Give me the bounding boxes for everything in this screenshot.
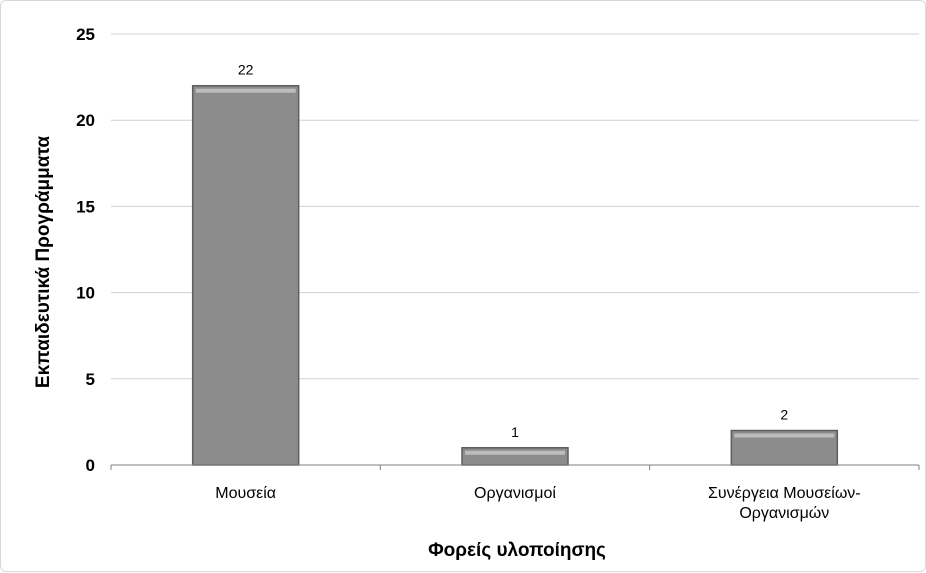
- bar-top-highlight: [195, 88, 296, 93]
- data-label: 1: [511, 424, 519, 440]
- x-category-label: Μουσεία: [215, 485, 276, 502]
- y-tick-label: 20: [76, 111, 95, 130]
- y-tick-label: 0: [86, 456, 95, 475]
- bars: 22 1 2: [191, 62, 839, 466]
- y-tick-label: 15: [76, 197, 95, 216]
- y-tick-label: 25: [76, 25, 95, 44]
- bar-top-highlight: [465, 450, 565, 455]
- axes: 0 5 10 15 20 25 Μουσεία Οργανισμοί Συνέργεια Μου…: [76, 25, 920, 522]
- x-category-label: Οργανισμοί: [474, 485, 556, 502]
- data-label: 22: [238, 62, 254, 78]
- bar-top-highlight: [734, 433, 835, 438]
- x-category-label: Συνέργεια Μουσείων-: [708, 485, 861, 502]
- x-category-label: Οργανισμών: [739, 505, 829, 522]
- y-axis-title: Εκπαιδευτικά Προγράμματα: [33, 136, 54, 388]
- x-axis-title: Φορείς υλοποίησης: [428, 540, 606, 561]
- y-tick-label: 10: [76, 284, 95, 303]
- bar: [191, 84, 300, 466]
- data-label: 2: [780, 407, 788, 423]
- y-tick-label: 5: [86, 370, 95, 389]
- bar: [461, 447, 569, 466]
